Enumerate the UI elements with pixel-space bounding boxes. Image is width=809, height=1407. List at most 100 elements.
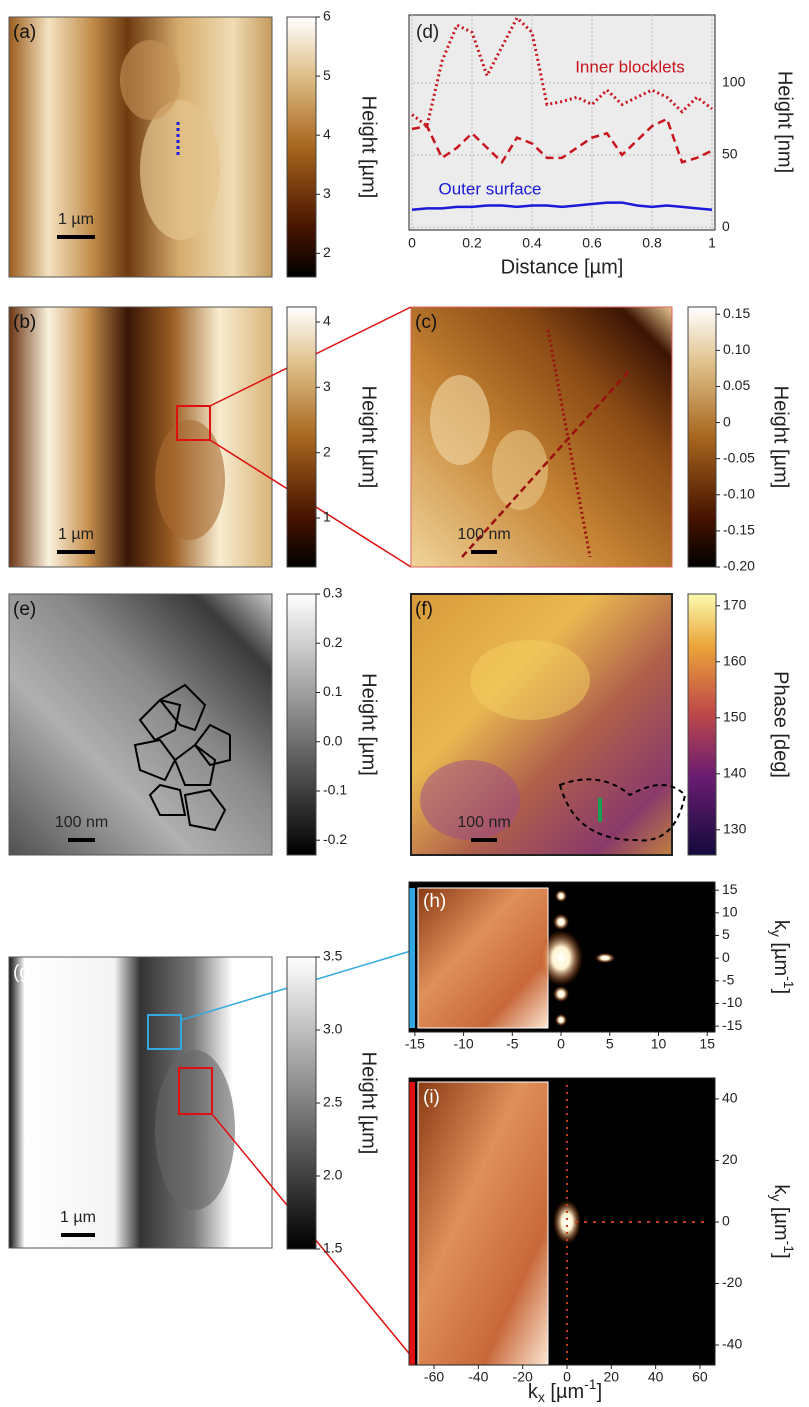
panel-label: (b) — [13, 312, 36, 333]
x-tick-label: -60 — [424, 1369, 444, 1385]
scale-bar — [471, 550, 497, 554]
x-tick-label: 60 — [692, 1369, 708, 1385]
colorbar-label: Phase [deg] — [770, 671, 792, 778]
panel-label: (h) — [423, 891, 446, 912]
x-tick-label: -10 — [453, 1036, 473, 1052]
y-tick-label: -20 — [722, 1274, 742, 1290]
x-tick-label: 5 — [606, 1036, 614, 1052]
colorbar-tick-label: 0 — [723, 413, 731, 429]
axis-label: ky [µm-1] — [768, 1184, 797, 1258]
x-tick-label: 40 — [648, 1369, 664, 1385]
panel-label: (a) — [13, 22, 36, 43]
scale-bar — [57, 550, 95, 554]
colorbar-tick-label: -0.15 — [723, 522, 755, 538]
panel-label: (f) — [415, 599, 433, 620]
colorbar-tick-label: -0.1 — [323, 782, 347, 798]
y-tick-label: 5 — [722, 926, 730, 942]
colorbar-tick-label: 160 — [723, 652, 747, 668]
axis-label-part: -1 — [781, 976, 797, 989]
y-tick-label: 20 — [722, 1151, 738, 1167]
colorbar-tick-label: 0.05 — [723, 377, 750, 393]
axis-label: ky [µm-1] — [768, 920, 797, 994]
scale-bar — [68, 838, 95, 842]
image-g — [9, 957, 272, 1248]
colorbar-tick-label: 0.3 — [323, 585, 343, 601]
colorbar-tick-label: 2 — [323, 443, 331, 459]
panel-label: (g) — [13, 962, 36, 983]
colorbar — [287, 17, 316, 277]
colorbar-tick-label: 2.0 — [323, 1167, 343, 1183]
x-tick-label: 0 — [408, 235, 416, 251]
y-tick-label: -40 — [722, 1336, 742, 1352]
x-axis-label: Distance [µm] — [501, 256, 624, 278]
axis-label-part: x — [538, 1389, 545, 1405]
colorbar-tick-label: 0.1 — [323, 683, 343, 699]
colorbar-tick-label: 4 — [323, 313, 331, 329]
axis-label-part: [µm — [770, 1201, 792, 1240]
axis-label-part: [µm — [770, 937, 792, 976]
scale-bar — [61, 1233, 95, 1237]
x-tick-label: -15 — [405, 1036, 425, 1052]
axis-label-part: y — [768, 1194, 784, 1201]
axis-label-part: ] — [770, 1253, 792, 1259]
y-tick-label: 50 — [722, 146, 738, 162]
colorbar-tick-label: -0.20 — [723, 558, 755, 574]
colorbar-tick-label: 4 — [323, 126, 331, 142]
axis-label-part: ] — [597, 1381, 603, 1403]
y-tick-label: 40 — [722, 1090, 738, 1106]
colorbar-tick-label: 3.0 — [323, 1021, 343, 1037]
colorbar-tick-label: -0.2 — [323, 831, 347, 847]
y-tick-label: 10 — [722, 904, 738, 920]
scale-bar-label: 1 µm — [60, 1209, 96, 1226]
panel-label: (d) — [416, 22, 439, 43]
scale-bar — [57, 235, 95, 239]
y-tick-label: 0 — [722, 1213, 730, 1229]
axis-label-part: y — [768, 930, 784, 937]
x-tick-label: 0.6 — [582, 235, 602, 251]
panel-label: (i) — [423, 1087, 440, 1108]
colorbar-tick-label: 3.5 — [323, 948, 343, 964]
y-tick-label: 100 — [722, 74, 746, 90]
colorbar — [688, 594, 716, 855]
colorbar-tick-label: 3 — [323, 378, 331, 394]
fft-image-i — [409, 1078, 715, 1365]
y-tick-label: -15 — [722, 1017, 742, 1033]
colorbar-tick-label: 0.10 — [723, 341, 750, 357]
colorbar-tick-label: 140 — [723, 764, 747, 780]
colorbar-tick-label: 3 — [323, 185, 331, 201]
x-tick-label: 0.2 — [462, 235, 482, 251]
x-tick-label: 1 — [708, 235, 716, 251]
colorbar-label: Height [µm] — [770, 386, 792, 489]
colorbar-tick-label: 6 — [323, 8, 331, 24]
scale-bar-label: 100 nm — [457, 814, 510, 831]
x-tick-label: 0.4 — [522, 235, 542, 251]
x-tick-label: 0 — [557, 1036, 565, 1052]
y-tick-label: 15 — [722, 881, 738, 897]
colorbar-tick-label: 170 — [723, 596, 747, 612]
colorbar-tick-label: 2.5 — [323, 1094, 343, 1110]
colorbar — [287, 957, 316, 1249]
scale-bar-label: 100 nm — [55, 814, 108, 831]
colorbar — [287, 307, 316, 567]
axis-label-part: [µm — [545, 1381, 584, 1403]
image-e — [9, 594, 272, 855]
x-tick-label: -5 — [506, 1036, 519, 1052]
colorbar-tick-label: -0.10 — [723, 485, 755, 501]
colorbar-tick-label: 2 — [323, 244, 331, 260]
colorbar-label: Height [µm] — [358, 673, 380, 776]
figure: (a) 1 µm 2 3 4 5 6 Height [µm] (b) 1 µm 1 2 3 4 Height… — [0, 0, 809, 1407]
colorbar-tick-label: -0.05 — [723, 449, 755, 465]
panel-label: (e) — [13, 599, 36, 620]
x-tick-label: 20 — [604, 1369, 620, 1385]
image-b — [9, 307, 272, 567]
colorbar-tick-label: 1 — [323, 509, 331, 525]
y-tick-label: 0 — [722, 218, 730, 234]
scale-bar-label: 1 µm — [58, 526, 94, 543]
image-f — [411, 594, 685, 855]
y-tick-label: -10 — [722, 994, 742, 1010]
series-label: Outer surface — [439, 179, 542, 198]
axis-label-part: -1 — [584, 1376, 597, 1392]
fft-image-h — [409, 882, 715, 1032]
colorbar-tick-label: 0.15 — [723, 305, 750, 321]
x-tick-label: -40 — [468, 1369, 488, 1385]
